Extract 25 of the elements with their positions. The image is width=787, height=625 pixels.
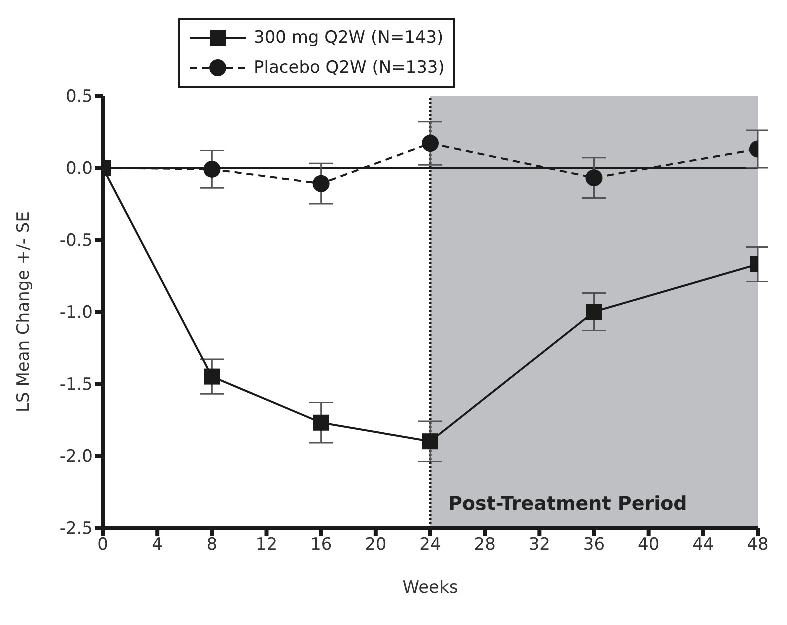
y-tick-label: -0.5 [60, 231, 93, 252]
x-tick-label: 36 [583, 535, 606, 556]
y-axis-title: LS Mean Change +/- SE [14, 212, 34, 412]
x-tick-label: 0 [98, 535, 108, 556]
x-tick-label: 4 [152, 535, 163, 556]
y-tick-label: 0.5 [66, 87, 93, 108]
x-tick-label: 40 [638, 535, 660, 556]
x-tick-label: 48 [747, 535, 769, 556]
x-tick-label: 32 [528, 535, 550, 556]
x-tick-label: 12 [256, 535, 278, 556]
x-tick-label: 24 [420, 535, 442, 556]
legend-label: 300 mg Q2W (N=143) [254, 28, 444, 48]
band-label: Post-Treatment Period [448, 493, 688, 515]
x-tick-label: 44 [692, 535, 714, 556]
x-tick-label: 16 [310, 535, 332, 556]
y-tick-label: 0.0 [66, 159, 93, 180]
y-tick-label: -2.5 [60, 519, 93, 540]
y-tick-label: -2.0 [60, 447, 93, 468]
x-tick-label: 28 [474, 535, 496, 556]
y-tick-label: -1.5 [60, 375, 93, 396]
legend-label: Placebo Q2W (N=133) [254, 58, 445, 78]
x-axis-title: Weeks [402, 578, 458, 598]
x-tick-label: 8 [206, 535, 218, 556]
y-tick-label: -1.0 [60, 303, 93, 324]
x-tick-label: 20 [365, 535, 387, 556]
